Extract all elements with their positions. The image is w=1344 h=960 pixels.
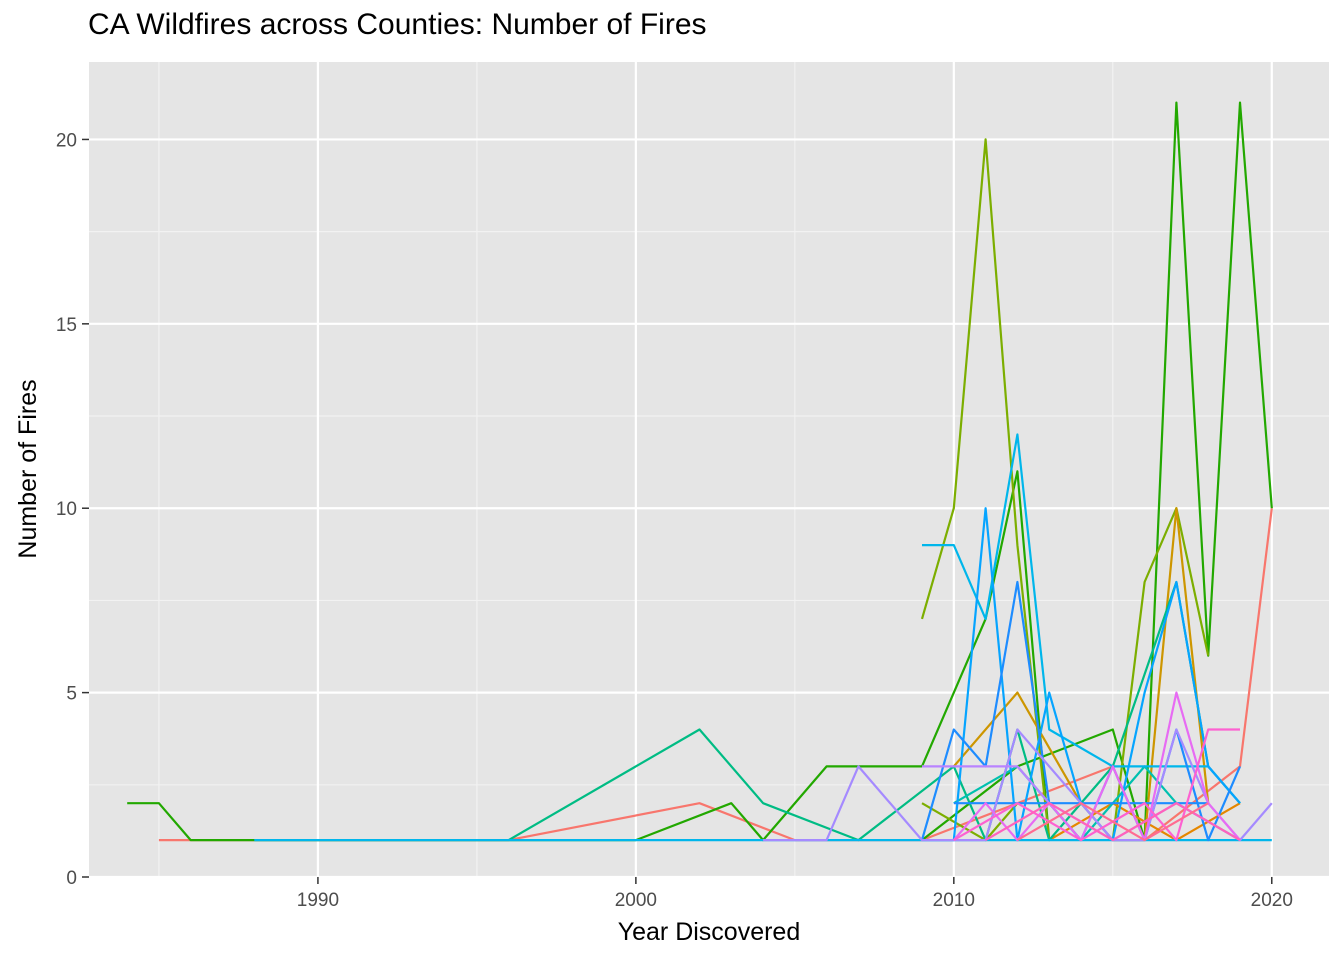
y-tick-label: 10 — [56, 499, 77, 520]
series-line-3 — [921, 101, 1273, 842]
x-axis: 1990 2000 2010 2020 — [297, 877, 1293, 911]
y-tick-label: 0 — [66, 868, 77, 889]
series-line-21 — [1016, 802, 1209, 842]
x-tick-label: 2020 — [1251, 890, 1293, 911]
y-tick-label: 15 — [56, 315, 77, 336]
series-line-5 — [1111, 507, 1210, 841]
y-axis: 0 5 10 15 20 — [56, 130, 89, 889]
x-tick-label: 2000 — [615, 890, 657, 911]
plot-panel — [89, 62, 1329, 877]
series-lines — [127, 101, 1273, 842]
series-line-18 — [952, 691, 1241, 842]
minor-gridlines — [89, 62, 1329, 877]
series-line-20 — [985, 802, 1241, 842]
y-tick-label: 5 — [66, 684, 77, 705]
x-axis-title: Year Discovered — [618, 918, 801, 946]
chart-title: CA Wildfires across Counties: Number of … — [88, 8, 707, 41]
y-axis-title: Number of Fires — [14, 379, 42, 558]
major-gridlines — [89, 62, 1329, 879]
y-tick-label: 20 — [56, 130, 77, 151]
series-line-19 — [953, 728, 1240, 842]
x-tick-label: 2010 — [933, 890, 975, 911]
x-tick-label: 1990 — [297, 890, 339, 911]
